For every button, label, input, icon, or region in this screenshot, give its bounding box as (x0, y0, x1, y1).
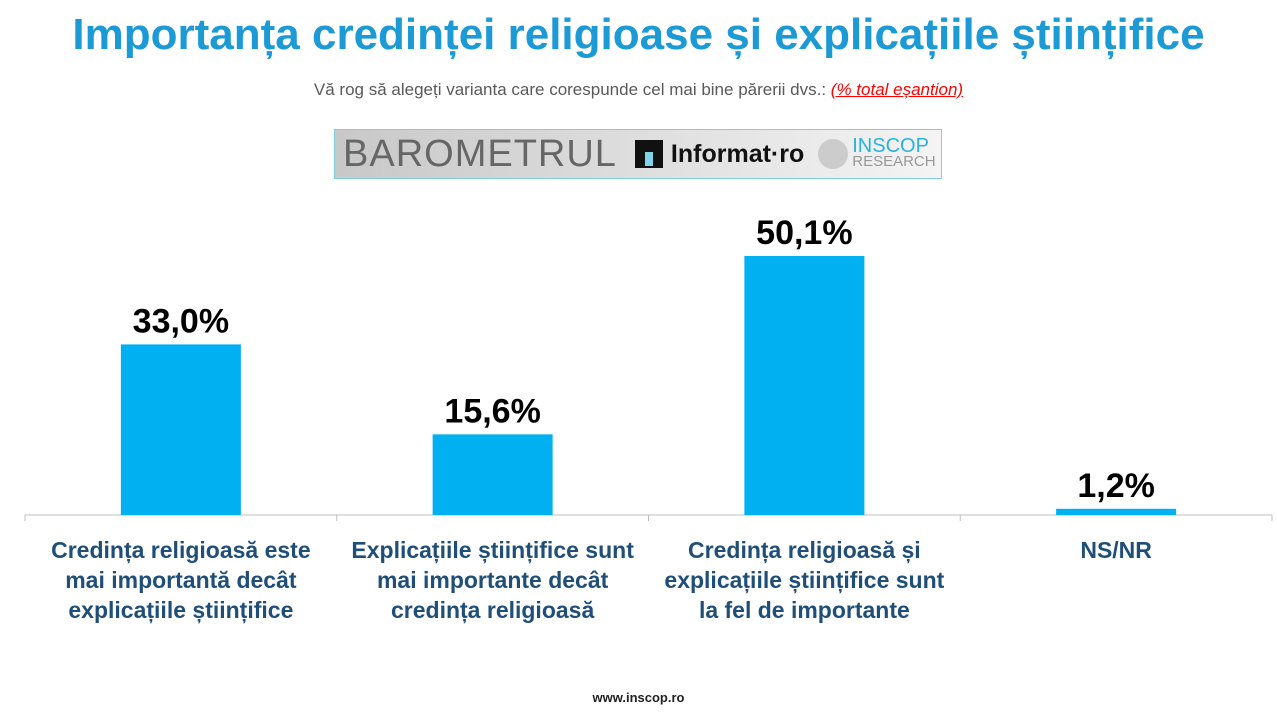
category-label: NS/NR (1080, 537, 1152, 563)
data-label: 50,1% (756, 214, 852, 252)
barometrul-text: BAROMETRUL (343, 132, 617, 175)
barometer-logo: BAROMETRUL Informat·ro INSCOP RESEARCH (334, 129, 942, 179)
data-label: 33,0% (133, 302, 229, 340)
category-label: Explicațiile științifice sunt mai import… (351, 537, 634, 623)
data-label: 1,2% (1077, 467, 1155, 505)
subtitle-text: Vă rog să alegeți varianta care corespun… (313, 80, 827, 99)
bar (1056, 508, 1177, 515)
bar (120, 344, 241, 515)
sample-note: (% total eșantion) (830, 80, 964, 99)
data-label: 15,6% (444, 392, 540, 430)
category-label: Credința religioasă și explicațiile știi… (664, 537, 945, 623)
inscop-logo: INSCOP RESEARCH (818, 135, 936, 170)
bar (432, 434, 553, 515)
footer-url: www.inscop.ro (592, 690, 685, 705)
informat-icon (634, 140, 663, 168)
bar (744, 256, 865, 515)
informat-logo: Informat·ro (634, 139, 805, 169)
subtitle: Vă rog să alegeți varianta care corespun… (0, 80, 1277, 100)
inscop-icon (818, 139, 849, 169)
page-title: Importanța credinței religioase și expli… (72, 10, 1205, 59)
research-text: RESEARCH (852, 153, 936, 170)
informat-text: Informat·ro (670, 139, 805, 168)
inscop-text: INSCOP (852, 135, 929, 157)
category-label: Credința religioasă este mai importantă … (51, 537, 311, 623)
